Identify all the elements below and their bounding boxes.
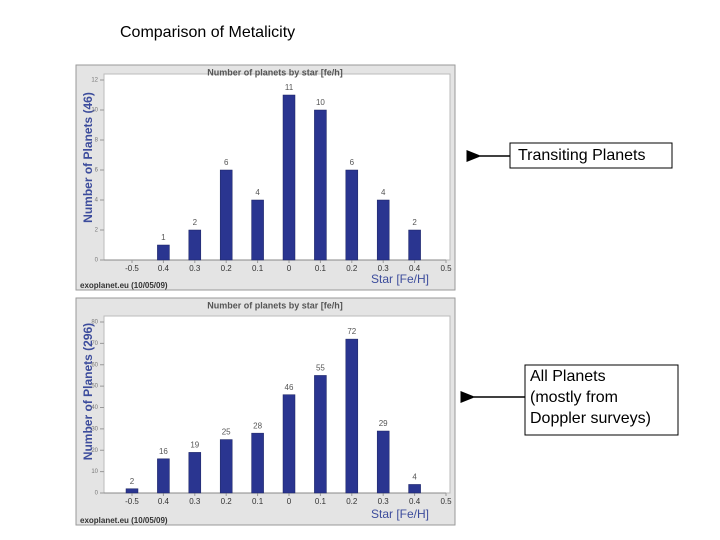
x-tick-label: 0.5	[440, 497, 452, 506]
x-tick-label: 0.4	[409, 497, 421, 506]
value-label: 10	[316, 98, 325, 107]
value-label: 6	[350, 158, 355, 167]
x-tick-label: 0.1	[315, 497, 327, 506]
y-tick-label: 10	[91, 108, 98, 114]
value-label: 1	[161, 233, 166, 242]
value-label: 16	[159, 447, 168, 456]
x-axis-label: Star [Fe/H]	[371, 272, 429, 286]
bar	[157, 244, 170, 261]
value-label: 11	[285, 83, 294, 92]
callout: (mostly from	[530, 389, 618, 406]
value-label: 28	[253, 421, 262, 430]
bar	[188, 452, 202, 494]
bar	[345, 338, 359, 494]
x-tick-label: 0.1	[252, 264, 264, 273]
callout: Transiting Planets	[518, 147, 645, 164]
plot-area	[103, 315, 451, 494]
bar	[408, 229, 421, 261]
y-tick-label: 20	[91, 448, 98, 454]
bar	[251, 199, 264, 261]
source: exoplanet.eu (10/05/09)	[80, 281, 168, 290]
x-tick-label: 0.4	[409, 264, 421, 273]
value-label: 72	[347, 327, 356, 336]
y-tick-label: 40	[91, 405, 98, 411]
y-tick-label: 50	[91, 384, 98, 390]
value-label: 29	[379, 419, 388, 428]
x-tick-label: 0.3	[189, 497, 201, 506]
bar	[408, 484, 421, 494]
y-tick-label: 60	[91, 362, 98, 368]
y-tick-label: 80	[91, 320, 98, 326]
bar	[251, 432, 264, 494]
value-label: 19	[190, 440, 199, 449]
bar	[219, 169, 233, 261]
bar	[345, 169, 359, 261]
x-tick-label: 0.4	[158, 497, 170, 506]
x-tick-label: 0.2	[221, 497, 233, 506]
x-tick-label: -0.5	[125, 497, 139, 506]
x-tick-label: 0.2	[346, 497, 358, 506]
y-tick-label: 12	[91, 78, 98, 84]
bar	[282, 94, 296, 261]
plot-area	[103, 73, 451, 261]
x-axis-label: Star [Fe/H]	[371, 507, 429, 521]
value-label: 4	[381, 188, 386, 197]
y-tick-label: 10	[91, 469, 98, 475]
callout-box	[524, 364, 679, 436]
x-tick-label: 0.2	[346, 264, 358, 273]
value-label: 2	[130, 477, 135, 486]
bar	[125, 488, 139, 494]
value-label: 4	[255, 188, 260, 197]
bar	[314, 109, 327, 261]
bar	[157, 458, 170, 494]
y-tick-label: 0	[95, 258, 99, 264]
y-axis-label: Number of Planets (296)	[81, 323, 95, 460]
x-tick-label: 0.3	[378, 497, 390, 506]
source: exoplanet.eu (10/05/09)	[80, 516, 168, 525]
bar	[376, 430, 390, 494]
value-label: 4	[412, 473, 417, 482]
x-tick-label: 0	[287, 497, 292, 506]
y-tick-label: 2	[95, 228, 99, 234]
y-tick-label: 0	[95, 491, 99, 497]
bar	[314, 375, 327, 494]
callout: Doppler surveys)	[530, 410, 651, 427]
callout-box	[509, 142, 673, 169]
x-tick-label: 0.1	[252, 497, 264, 506]
x-tick-label: 0	[287, 264, 292, 273]
bar	[282, 394, 296, 494]
bar	[376, 199, 390, 261]
y-axis-label: Number of Planets (46)	[81, 92, 95, 223]
x-tick-label: 0.3	[378, 264, 390, 273]
x-tick-label: 0.2	[221, 264, 233, 273]
x-tick-label: 0.4	[158, 264, 170, 273]
chart-title: Number of planets by star [fe/h]	[207, 67, 343, 77]
y-tick-label: 70	[91, 341, 98, 347]
x-tick-label: 0.5	[440, 264, 452, 273]
value-label: 2	[412, 218, 417, 227]
bar	[188, 229, 202, 261]
value-label: 55	[316, 364, 325, 373]
slide-title: Comparison of Metalicity	[120, 24, 295, 41]
x-tick-label: 0.3	[189, 264, 201, 273]
value-label: 25	[222, 428, 231, 437]
chart-title: Number of planets by star [fe/h]	[207, 300, 343, 310]
value-label: 6	[224, 158, 229, 167]
x-tick-label: -0.5	[125, 264, 139, 273]
y-tick-label: 4	[95, 198, 99, 204]
value-label: 2	[193, 218, 198, 227]
y-tick-label: 30	[91, 426, 98, 432]
bar	[219, 439, 233, 494]
value-label: 46	[285, 383, 294, 392]
callout: All Planets	[530, 368, 606, 385]
x-tick-label: 0.1	[315, 264, 327, 273]
y-tick-label: 8	[95, 138, 99, 144]
y-tick-label: 6	[95, 168, 99, 174]
